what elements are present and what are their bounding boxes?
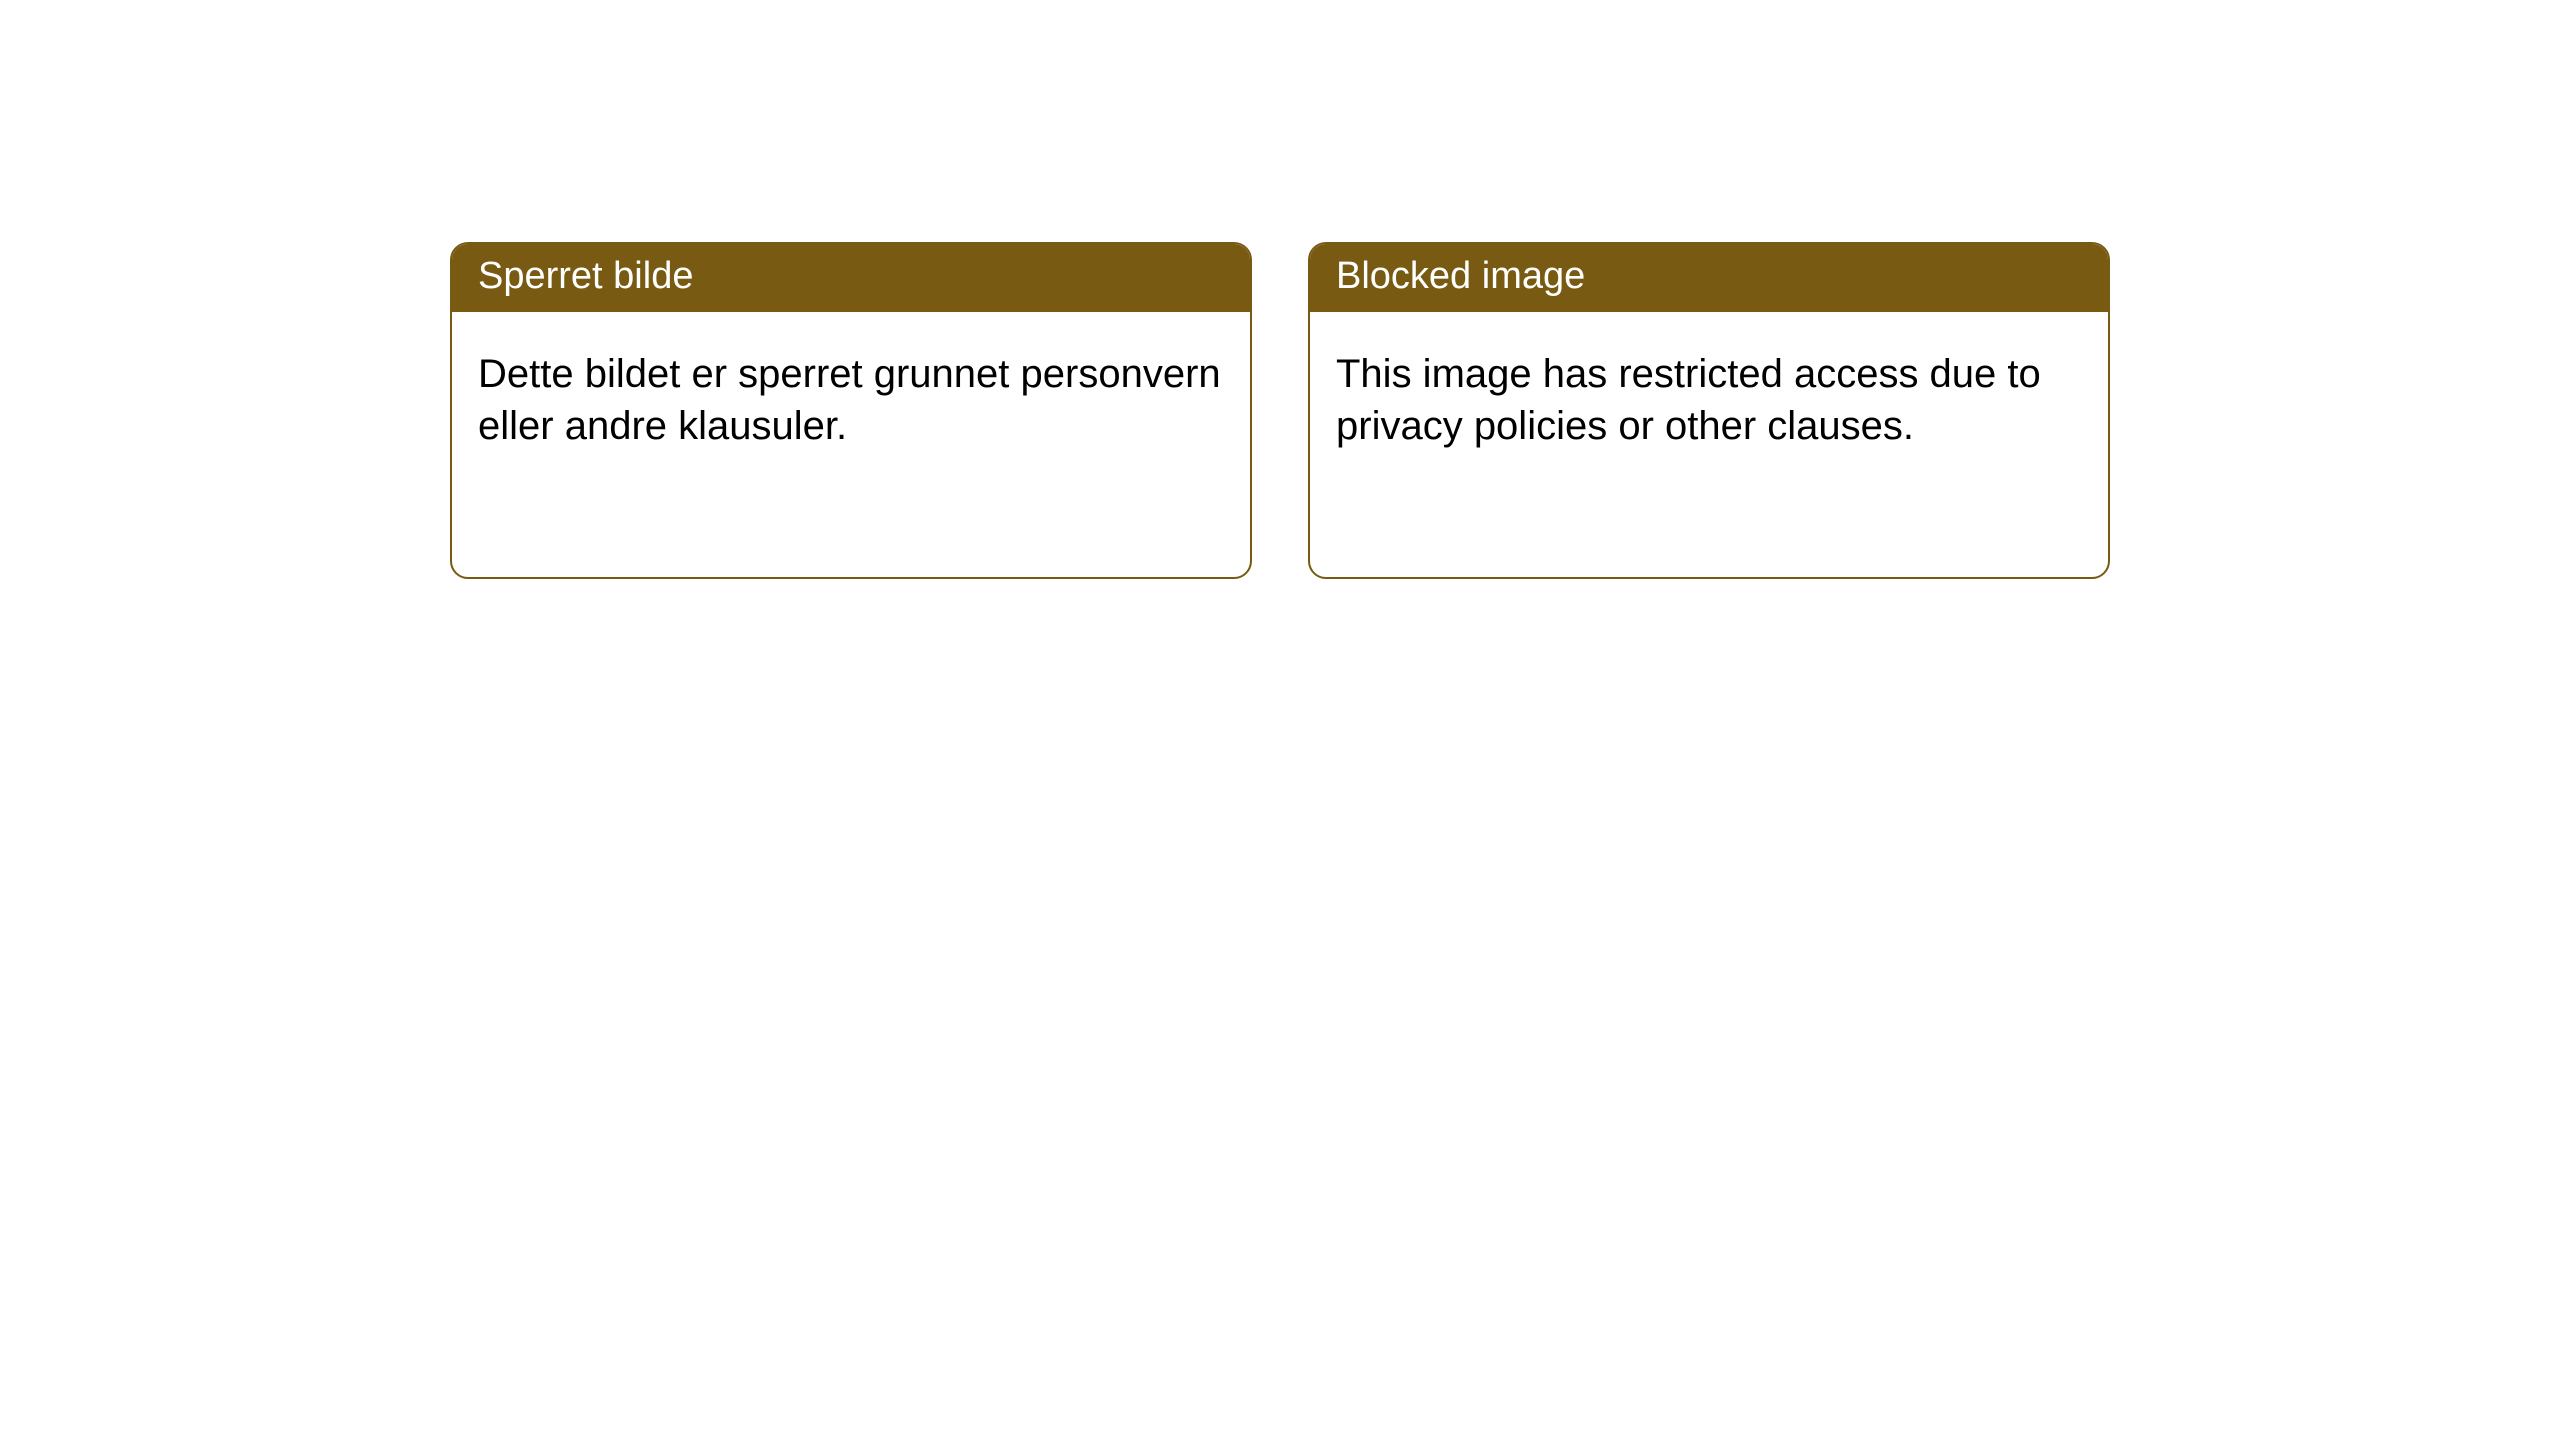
card-body-text: Dette bildet er sperret grunnet personve…: [478, 352, 1221, 448]
notice-card-english: Blocked image This image has restricted …: [1308, 242, 2110, 579]
card-body-text: This image has restricted access due to …: [1336, 352, 2041, 448]
card-header: Sperret bilde: [452, 244, 1250, 312]
card-body: This image has restricted access due to …: [1310, 312, 2108, 478]
notice-container: Sperret bilde Dette bildet er sperret gr…: [0, 0, 2560, 579]
card-body: Dette bildet er sperret grunnet personve…: [452, 312, 1250, 478]
notice-card-norwegian: Sperret bilde Dette bildet er sperret gr…: [450, 242, 1252, 579]
card-title: Blocked image: [1336, 255, 1585, 297]
card-title: Sperret bilde: [478, 255, 693, 297]
card-header: Blocked image: [1310, 244, 2108, 312]
